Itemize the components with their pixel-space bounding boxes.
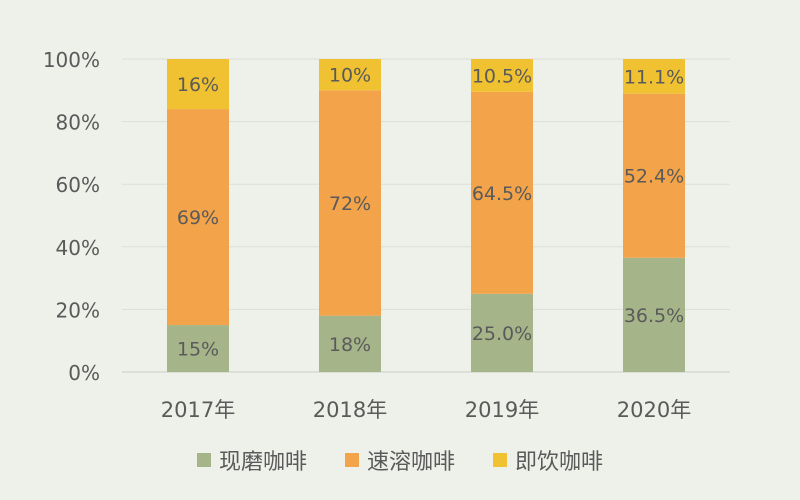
bar-segment <box>471 91 533 294</box>
data-label: 69% <box>177 207 219 229</box>
bar-segment <box>319 59 381 91</box>
bar-segment <box>471 59 533 92</box>
legend: 现磨咖啡 速溶咖啡 即饮咖啡 <box>0 444 800 476</box>
bar-segment <box>167 109 229 326</box>
data-label: 10% <box>329 65 371 87</box>
data-label: 64.5% <box>472 183 532 205</box>
data-label: 18% <box>329 334 371 356</box>
legend-item-ready-to-drink: 即饮咖啡 <box>493 444 603 476</box>
legend-swatch-ready-to-drink <box>493 453 507 467</box>
legend-label-fresh-ground: 现磨咖啡 <box>218 450 307 475</box>
data-label: 15% <box>177 339 219 361</box>
legend-item-instant: 速溶咖啡 <box>344 444 455 476</box>
data-label: 11.1% <box>624 66 684 88</box>
y-tick-label: 0% <box>68 361 100 385</box>
bar-segment <box>319 315 381 372</box>
legend-item-fresh-ground: 现磨咖啡 <box>196 444 307 476</box>
bar-segment <box>167 325 229 372</box>
y-tick-label: 20% <box>56 298 100 322</box>
y-tick-label: 40% <box>56 236 100 260</box>
legend-swatch-fresh-ground <box>196 453 211 467</box>
legend-swatch-instant <box>344 453 359 467</box>
data-label: 36.5% <box>624 305 684 327</box>
y-tick-label: 80% <box>56 111 100 135</box>
data-label: 52.4% <box>624 166 684 188</box>
bar-segment <box>167 59 229 110</box>
data-label: 10.5% <box>472 65 532 87</box>
y-tick-label: 100% <box>43 48 100 72</box>
x-tick-label: 2018年 <box>313 398 387 422</box>
bar-segment <box>623 59 685 94</box>
bar-segment <box>319 90 381 316</box>
legend-label-ready-to-drink: 即饮咖啡 <box>515 450 604 475</box>
bar-segment <box>623 257 685 372</box>
x-tick-label: 2019年 <box>465 398 539 422</box>
x-tick-label: 2017年 <box>161 398 235 422</box>
y-tick-label: 60% <box>56 173 100 197</box>
data-label: 16% <box>177 74 219 96</box>
legend-label-instant: 速溶咖啡 <box>366 450 455 475</box>
data-label: 25.0% <box>472 323 532 345</box>
data-label: 72% <box>329 193 371 215</box>
x-tick-label: 2020年 <box>617 398 691 422</box>
bar-segment <box>471 293 533 372</box>
bar-segment <box>623 93 685 258</box>
